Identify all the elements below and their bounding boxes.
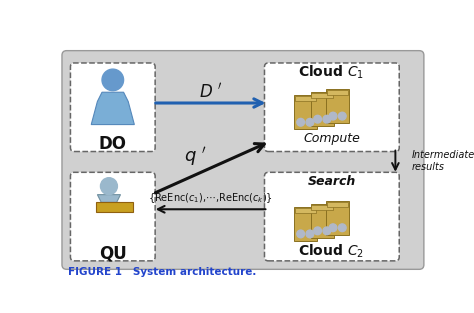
Circle shape bbox=[323, 115, 331, 123]
FancyBboxPatch shape bbox=[264, 172, 399, 261]
FancyBboxPatch shape bbox=[310, 92, 334, 126]
FancyBboxPatch shape bbox=[327, 90, 348, 95]
Text: Search: Search bbox=[307, 175, 356, 188]
FancyBboxPatch shape bbox=[294, 208, 316, 213]
Circle shape bbox=[306, 230, 314, 238]
Circle shape bbox=[100, 178, 118, 195]
FancyBboxPatch shape bbox=[294, 207, 317, 241]
FancyBboxPatch shape bbox=[294, 96, 316, 101]
Circle shape bbox=[329, 224, 337, 232]
FancyBboxPatch shape bbox=[294, 95, 317, 129]
Circle shape bbox=[338, 224, 346, 232]
Circle shape bbox=[338, 112, 346, 120]
Circle shape bbox=[314, 115, 321, 123]
Circle shape bbox=[297, 118, 304, 126]
Circle shape bbox=[306, 118, 314, 126]
Text: Compute: Compute bbox=[303, 132, 360, 145]
FancyBboxPatch shape bbox=[71, 172, 155, 261]
Text: FIGURE 1   System architecture.: FIGURE 1 System architecture. bbox=[68, 267, 256, 277]
Circle shape bbox=[102, 69, 124, 91]
FancyArrowPatch shape bbox=[119, 204, 128, 210]
FancyBboxPatch shape bbox=[71, 63, 155, 151]
FancyBboxPatch shape bbox=[311, 93, 333, 98]
Circle shape bbox=[329, 112, 337, 120]
FancyArrowPatch shape bbox=[104, 205, 105, 210]
FancyBboxPatch shape bbox=[96, 202, 133, 212]
FancyBboxPatch shape bbox=[326, 201, 349, 235]
FancyBboxPatch shape bbox=[327, 202, 348, 207]
FancyBboxPatch shape bbox=[310, 204, 334, 238]
Circle shape bbox=[323, 227, 331, 235]
Polygon shape bbox=[97, 195, 120, 202]
Text: QU: QU bbox=[99, 244, 127, 262]
Text: $q\ '$: $q\ '$ bbox=[184, 146, 207, 168]
Circle shape bbox=[297, 230, 304, 238]
Text: {ReEnc($c_1$),⋯,ReEnc($c_k$)}: {ReEnc($c_1$),⋯,ReEnc($c_k$)} bbox=[148, 191, 273, 205]
FancyBboxPatch shape bbox=[264, 63, 399, 151]
Text: Cloud $C_2$: Cloud $C_2$ bbox=[299, 242, 365, 259]
Text: Cloud $C_1$: Cloud $C_1$ bbox=[299, 64, 365, 81]
Text: DO: DO bbox=[99, 135, 127, 153]
Text: $D\ '$: $D\ '$ bbox=[199, 83, 222, 102]
Circle shape bbox=[314, 227, 321, 235]
FancyBboxPatch shape bbox=[311, 205, 333, 210]
FancyBboxPatch shape bbox=[62, 51, 424, 269]
Text: Intermediate
results: Intermediate results bbox=[411, 150, 474, 172]
FancyBboxPatch shape bbox=[326, 89, 349, 123]
Polygon shape bbox=[91, 92, 134, 125]
